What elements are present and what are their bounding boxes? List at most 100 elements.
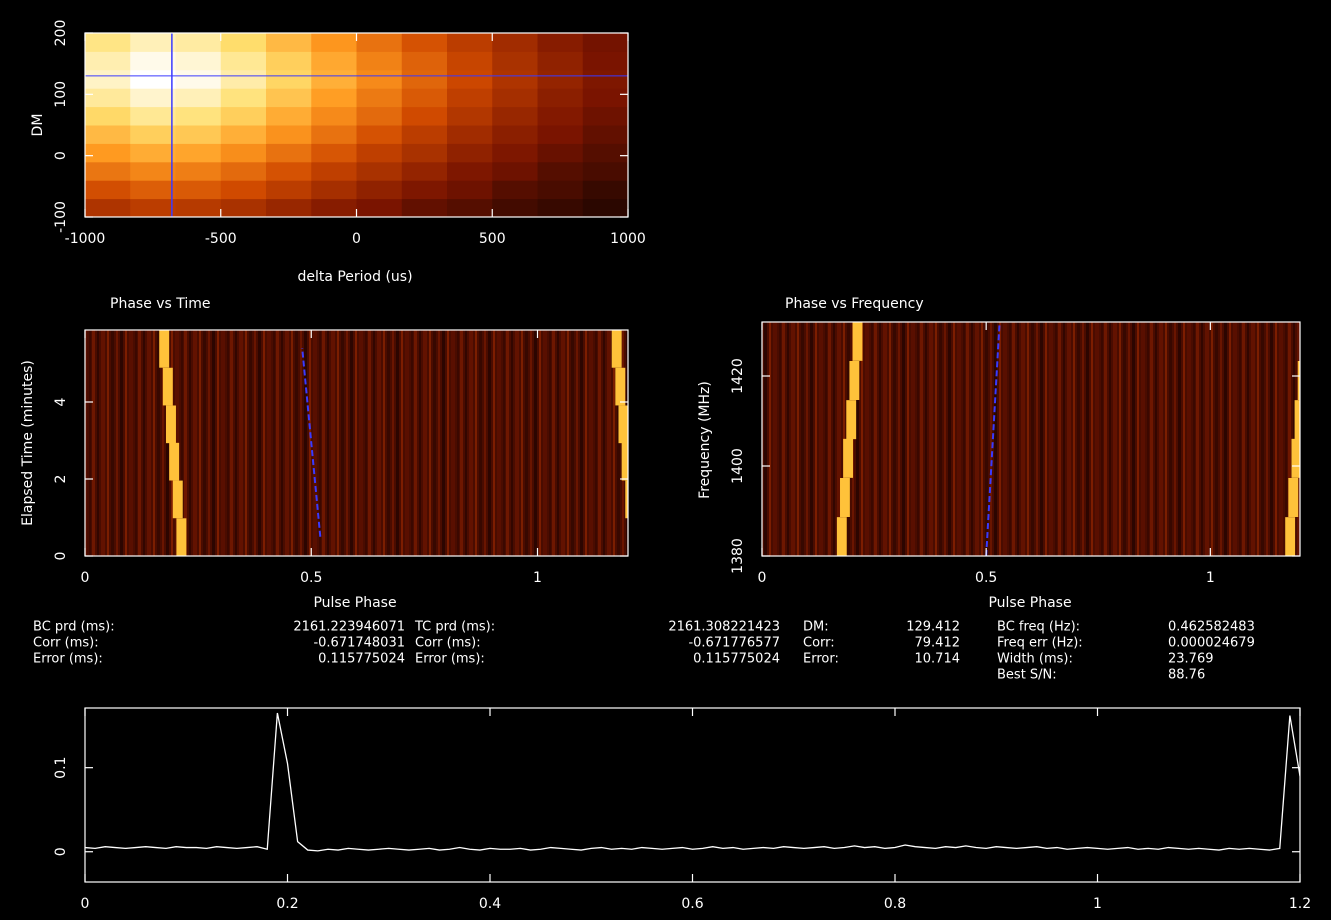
parameter-value: -0.671748031 [313, 636, 405, 651]
parameter-value: 129.412 [906, 620, 960, 635]
heatmap-cell [356, 69, 403, 89]
heatmap-cell [85, 198, 131, 217]
panel-title: Phase vs Frequency [785, 296, 924, 312]
heatmap-cell [130, 33, 176, 52]
heatmap-cell [401, 33, 448, 52]
heatmap-cell [311, 198, 357, 217]
heatmap-cell [175, 51, 222, 71]
heatmap-cell [447, 33, 493, 52]
heatmap-cell [356, 106, 403, 126]
heatmap-cell [130, 88, 176, 108]
heatmap-cell [401, 51, 448, 71]
heatmap-cell [492, 51, 538, 71]
pulse-track [169, 442, 180, 481]
heatmap-cell [266, 143, 312, 163]
parameter-label: Freq err (Hz): [997, 636, 1083, 651]
heatmap-cell [356, 143, 403, 163]
heatmap-cell [401, 125, 448, 144]
parameter-value: 10.714 [915, 652, 961, 667]
heatmap-cell [175, 198, 222, 217]
heatmap-cell [492, 106, 538, 126]
heatmap-cell [582, 161, 628, 181]
parameter-label: BC prd (ms): [33, 620, 115, 635]
y-tick-label: 200 [53, 20, 69, 47]
heatmap-cell [447, 106, 493, 126]
heatmap-cell [582, 198, 628, 217]
heatmap-cell [311, 88, 357, 108]
x-axis-label: Pulse Phase [313, 595, 396, 611]
heatmap-cell [175, 69, 222, 89]
heatmap-cell [537, 69, 584, 89]
heatmap-cell [582, 88, 628, 108]
heatmap-cell [266, 88, 312, 108]
heatmap-cell [175, 88, 222, 108]
fit-line [985, 322, 1001, 556]
parameter-value: 23.769 [1168, 652, 1214, 667]
heatmap-cell [266, 198, 312, 217]
axes-frame [761, 321, 1301, 557]
heatmap-cell [582, 125, 628, 144]
heatmap-cell [401, 88, 448, 108]
heatmap-cell [582, 143, 628, 163]
heatmap-cell [85, 180, 131, 200]
heatmap-cell [85, 51, 131, 71]
parameter-value: 0.115775024 [693, 652, 780, 667]
heatmap-cell [220, 51, 267, 71]
pulse-track [1294, 400, 1300, 440]
heatmap-cell [130, 125, 176, 144]
parameter-label: DM: [803, 620, 829, 635]
pulse-track [1291, 438, 1300, 478]
x-tick-label: 0 [758, 570, 767, 586]
heatmap-cell [356, 33, 403, 52]
heatmap-cell [266, 125, 312, 144]
x-tick-label: 1000 [610, 231, 646, 247]
heatmap-cell [447, 125, 493, 144]
pulse-track [852, 322, 863, 361]
heatmap-cell [492, 180, 538, 200]
x-axis-label: Pulse Phase [988, 595, 1071, 611]
parameter-label: BC freq (Hz): [997, 620, 1080, 635]
pulse-track [849, 361, 860, 400]
heatmap-cell [130, 143, 176, 163]
heatmap-cell [311, 125, 357, 144]
y-tick-label: 2 [53, 475, 69, 484]
heatmap-cell [311, 180, 357, 200]
heatmap-cell [492, 33, 538, 52]
heatmap-cell [582, 33, 628, 52]
heatmap-cell [311, 69, 357, 89]
heatmap-cell [582, 51, 628, 71]
heatmap-cell [85, 125, 131, 144]
pulse-track [840, 478, 850, 517]
x-tick-label: 500 [479, 231, 506, 247]
panel-title: Phase vs Time [110, 296, 211, 312]
heatmap-cell [537, 198, 584, 217]
heatmap-cell [266, 33, 312, 52]
heatmap-cell [266, 69, 312, 89]
heatmap-cell [356, 88, 403, 108]
x-tick-label: 0.2 [276, 896, 298, 912]
plot-area [85, 33, 628, 217]
plot-area [85, 712, 1300, 852]
heatmap-cell [447, 180, 493, 200]
heatmap-cell [175, 125, 222, 144]
heatmap-cell [266, 161, 312, 181]
pulse-track [621, 442, 628, 481]
parameter-label: Width (ms): [997, 652, 1073, 667]
y-tick-label: 100 [53, 81, 69, 108]
pulse-track [843, 438, 854, 478]
heatmap-cell [582, 106, 628, 126]
pulse-track [159, 330, 170, 368]
heatmap-cell [356, 180, 403, 200]
x-tick-label: 0.5 [300, 570, 322, 586]
parameter-value: 2161.223946071 [293, 620, 405, 635]
heatmap-cell [175, 143, 222, 163]
pulse-track [611, 330, 622, 368]
heatmap-cell [220, 88, 267, 108]
x-tick-label: 0.6 [681, 896, 703, 912]
heatmap-cell [492, 69, 538, 89]
parameter-label: Error: [803, 652, 839, 667]
y-tick-label: 0 [53, 847, 69, 856]
heatmap-cell [266, 51, 312, 71]
parameter-value: 0.115775024 [318, 652, 405, 667]
pulse-track [615, 367, 626, 406]
